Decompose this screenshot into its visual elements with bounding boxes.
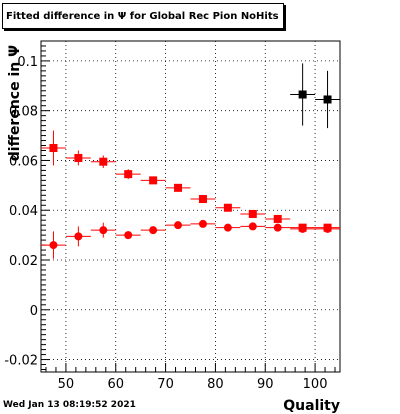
- square-data-point: [215, 203, 241, 212]
- square-marker: [74, 153, 83, 162]
- circle-data-point: [315, 224, 340, 233]
- circle-data-point: [65, 226, 91, 247]
- timestamp: Wed Jan 13 08:19:52 2021: [3, 400, 136, 410]
- square-marker: [174, 183, 183, 192]
- circle-data-point: [190, 219, 216, 228]
- x-tick-label: 90: [257, 377, 274, 392]
- plot-frame: [40, 40, 341, 373]
- square-marker: [248, 209, 257, 218]
- square-marker: [198, 195, 207, 204]
- circle-marker: [223, 223, 232, 232]
- circle-marker: [174, 221, 183, 230]
- y-tick-label: 0: [30, 304, 38, 319]
- chart-title: Fitted difference in Ψ for Global Rec Pi…: [2, 3, 284, 29]
- x-tick-label: 60: [107, 377, 124, 392]
- circle-data-point: [215, 223, 241, 232]
- y-tick-label: 0.1: [17, 55, 38, 70]
- circle-marker: [198, 219, 207, 228]
- y-tick-label: 0.06: [9, 154, 38, 169]
- circle-data-point: [41, 231, 66, 259]
- x-tick-label: 50: [58, 377, 75, 392]
- circle-marker: [49, 241, 58, 250]
- circle-data-point: [265, 223, 291, 232]
- grid-layer: [41, 41, 340, 372]
- square-marker: [298, 90, 307, 99]
- square-marker: [149, 176, 158, 185]
- data-layer: [41, 63, 340, 259]
- square-data-point: [240, 209, 266, 218]
- circle-data-point: [140, 226, 166, 235]
- y-axis-label: difference in Ψ: [7, 45, 23, 161]
- circle-data-point: [115, 231, 141, 240]
- circle-data-point: [290, 224, 316, 233]
- circle-marker: [99, 226, 108, 235]
- square-data-point: [290, 63, 316, 126]
- y-tick-label: 0.08: [9, 105, 38, 120]
- square-data-point: [165, 183, 191, 192]
- square-marker: [323, 95, 332, 104]
- x-tick-label: 70: [157, 377, 174, 392]
- square-data-point: [190, 195, 216, 204]
- square-marker: [49, 144, 58, 153]
- square-marker: [124, 170, 133, 179]
- circle-data-point: [90, 222, 116, 238]
- square-data-point: [90, 155, 116, 168]
- circle-data-point: [165, 221, 191, 230]
- square-marker: [99, 157, 108, 166]
- circle-marker: [124, 231, 133, 240]
- circle-marker: [149, 226, 158, 235]
- circle-marker: [273, 223, 282, 232]
- square-marker: [273, 214, 282, 223]
- square-data-point: [140, 176, 166, 185]
- axis-layer: 50 60 70 80 90 100 -0.02 0 0.02 0.04 0.06 0.08 0.1: [4, 40, 336, 392]
- y-tick-label: 0.04: [9, 204, 38, 219]
- square-data-point: [41, 130, 66, 166]
- square-data-point: [315, 70, 340, 129]
- x-tick-label: 80: [207, 377, 224, 392]
- circle-marker: [248, 222, 257, 231]
- circle-marker: [323, 224, 332, 233]
- square-data-point: [115, 169, 141, 180]
- circle-data-point: [240, 222, 266, 231]
- y-tick-label: -0.02: [4, 354, 38, 369]
- x-axis-label: Quality: [283, 398, 340, 414]
- square-marker: [223, 203, 232, 212]
- square-data-point: [265, 214, 291, 223]
- x-tick-label: 100: [303, 377, 328, 392]
- circle-marker: [298, 224, 307, 233]
- square-data-point: [65, 150, 91, 166]
- y-tick-label: 0.02: [9, 254, 38, 269]
- circle-marker: [74, 232, 83, 241]
